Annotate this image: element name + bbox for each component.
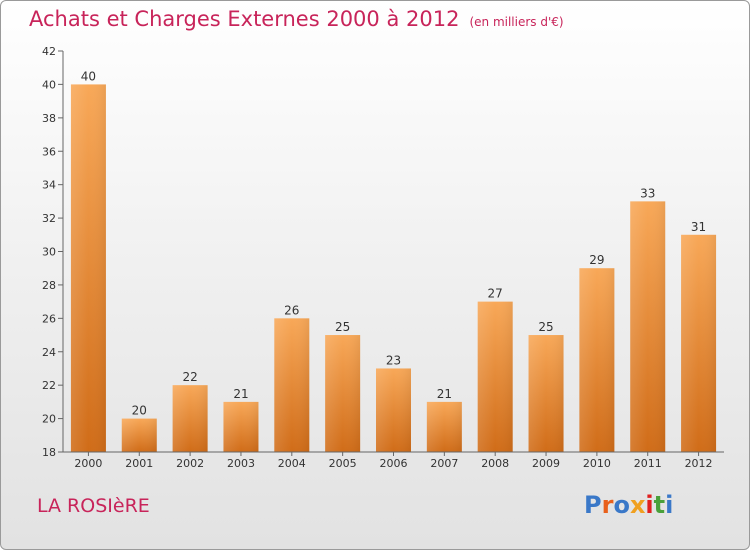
bar-shine (477, 301, 513, 452)
y-tick-label: 32 (42, 212, 56, 225)
bar-value-label: 40 (81, 69, 96, 83)
bar-shine (630, 201, 666, 452)
y-tick-label: 36 (42, 145, 56, 158)
bar-value-label: 33 (640, 186, 655, 200)
bar-value-label: 21 (437, 387, 452, 401)
bar-shine (325, 335, 361, 452)
bar-value-label: 21 (233, 387, 248, 401)
bar-value-label: 25 (335, 320, 350, 334)
x-tick-label: 2010 (583, 457, 611, 470)
x-tick-label: 2008 (481, 457, 509, 470)
y-tick-label: 42 (42, 45, 56, 58)
logo-letter: t (653, 491, 666, 519)
bar-value-label: 23 (386, 353, 401, 367)
y-tick-label: 30 (42, 246, 56, 259)
bar-shine (426, 401, 462, 452)
logo-letter: i (645, 491, 654, 519)
bar-shine (681, 234, 717, 452)
bar-shine (274, 318, 310, 452)
x-tick-label: 2012 (685, 457, 713, 470)
bar-value-label: 29 (589, 253, 604, 267)
bar-shine (223, 401, 259, 452)
x-tick-label: 2005 (329, 457, 357, 470)
bar-shine (528, 335, 564, 452)
x-tick-label: 2007 (430, 457, 458, 470)
logo-letter: o (613, 491, 630, 519)
x-tick-label: 2011 (634, 457, 662, 470)
y-tick-label: 24 (42, 346, 56, 359)
x-tick-label: 2009 (532, 457, 560, 470)
y-tick-label: 20 (42, 413, 56, 426)
bar-value-label: 27 (488, 287, 503, 301)
logo-letter: P (584, 491, 602, 519)
y-tick-label: 18 (42, 446, 56, 459)
commune-name: LA ROSIèRE (37, 495, 150, 517)
x-tick-label: 2001 (125, 457, 153, 470)
bar-value-label: 26 (284, 303, 299, 317)
y-tick-label: 40 (42, 78, 56, 91)
bar-value-label: 22 (182, 370, 197, 384)
y-tick-label: 38 (42, 112, 56, 125)
y-tick-label: 26 (42, 312, 56, 325)
logo-letter: i (665, 491, 674, 519)
x-tick-label: 2003 (227, 457, 255, 470)
bars-group: 40 20 22 21 26 25 23 21 27 25 29 33 31 (70, 69, 717, 453)
logo-letter: x (629, 491, 646, 519)
bar-shine (376, 368, 411, 452)
bar-value-label: 31 (691, 220, 706, 234)
y-tick-label: 28 (42, 279, 56, 292)
chart-title: Achats et Charges Externes 2000 à 2012 (e… (29, 7, 564, 31)
chart-unit: (en milliers d'€) (469, 15, 564, 29)
bar-shine (121, 418, 157, 452)
bar-shine (579, 268, 615, 452)
bar-shine (70, 84, 106, 453)
y-tick-label: 34 (42, 179, 56, 192)
bar-value-label: 20 (132, 404, 147, 418)
x-tick-label: 2006 (380, 457, 408, 470)
x-tick-label: 2002 (176, 457, 204, 470)
bar-value-label: 25 (538, 320, 553, 334)
bar-shine (172, 385, 208, 452)
logo-letter: r (601, 491, 614, 519)
x-tick-label: 2000 (74, 457, 102, 470)
proxiti-logo: Proxiti (584, 491, 673, 519)
x-axis: 2000 2001 2002 2003 2004 2005 2006 2007 2008 2009… (63, 451, 724, 470)
x-tick-label: 2004 (278, 457, 306, 470)
y-axis: 18 20 22 24 26 28 30 32 34 36 38 40 42 (42, 45, 64, 459)
y-tick-label: 22 (42, 379, 56, 392)
chart-title-text: Achats et Charges Externes 2000 à 2012 (29, 7, 460, 31)
